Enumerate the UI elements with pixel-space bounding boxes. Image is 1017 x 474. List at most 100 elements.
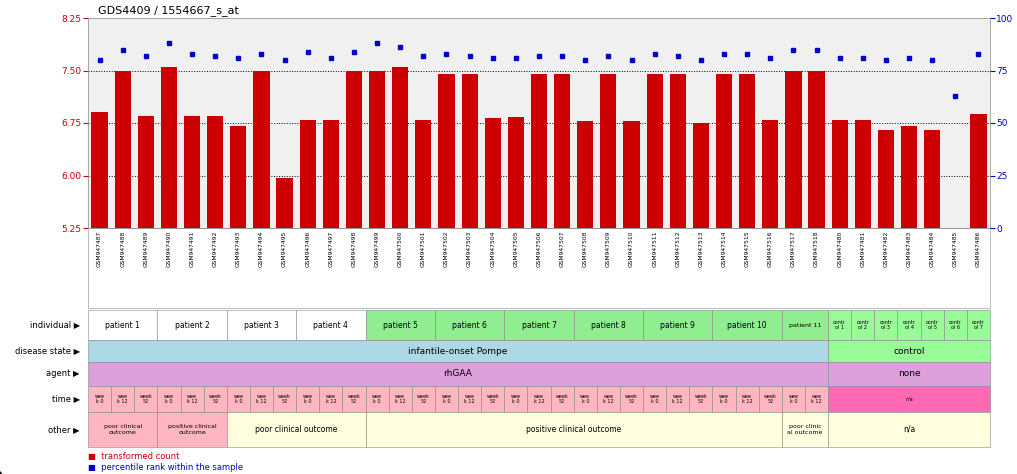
Bar bbox=[739, 74, 756, 228]
Text: time ▶: time ▶ bbox=[52, 394, 80, 403]
Text: wee
k 0: wee k 0 bbox=[441, 394, 452, 404]
Text: GSM947509: GSM947509 bbox=[606, 230, 611, 267]
Bar bbox=[531, 74, 547, 228]
Text: wee
k 0: wee k 0 bbox=[164, 394, 174, 404]
Bar bbox=[947, 228, 963, 231]
Text: patient 6: patient 6 bbox=[453, 320, 487, 329]
Text: wee
k 0: wee k 0 bbox=[719, 394, 729, 404]
Text: wee
k 0: wee k 0 bbox=[372, 394, 382, 404]
Text: wee
k 0: wee k 0 bbox=[581, 394, 590, 404]
Text: week
52: week 52 bbox=[208, 394, 222, 404]
Text: patient 9: patient 9 bbox=[660, 320, 696, 329]
Text: individual ▶: individual ▶ bbox=[29, 320, 80, 329]
Text: GSM947498: GSM947498 bbox=[352, 230, 357, 266]
Text: GSM947485: GSM947485 bbox=[953, 230, 958, 267]
Text: agent ▶: agent ▶ bbox=[47, 370, 80, 379]
Bar bbox=[600, 74, 616, 228]
Text: GSM947482: GSM947482 bbox=[884, 230, 889, 267]
Bar bbox=[901, 127, 917, 228]
Text: week
52: week 52 bbox=[695, 394, 708, 404]
Text: poor clinical outcome: poor clinical outcome bbox=[255, 425, 338, 434]
Bar bbox=[693, 123, 709, 228]
Text: patient 7: patient 7 bbox=[522, 320, 556, 329]
Text: disease state ▶: disease state ▶ bbox=[15, 346, 80, 356]
Text: GSM947508: GSM947508 bbox=[583, 230, 588, 267]
Text: wee
k 0: wee k 0 bbox=[511, 394, 521, 404]
Text: GSM947486: GSM947486 bbox=[976, 230, 981, 266]
Bar bbox=[809, 71, 825, 228]
Text: GSM947503: GSM947503 bbox=[467, 230, 472, 267]
Bar bbox=[669, 74, 685, 228]
Bar bbox=[161, 67, 177, 228]
Text: wee
k 12: wee k 12 bbox=[812, 394, 822, 404]
Bar bbox=[115, 71, 131, 228]
Text: GSM947502: GSM947502 bbox=[444, 230, 448, 267]
Text: patient 3: patient 3 bbox=[244, 320, 279, 329]
Bar bbox=[924, 130, 941, 228]
Text: patient 10: patient 10 bbox=[727, 320, 767, 329]
Text: GSM947489: GSM947489 bbox=[143, 230, 148, 266]
Text: wee
k 12: wee k 12 bbox=[534, 394, 544, 404]
Text: wee
k 12: wee k 12 bbox=[325, 394, 337, 404]
Text: wee
k 12: wee k 12 bbox=[117, 394, 128, 404]
Text: poor clinic
al outcome: poor clinic al outcome bbox=[787, 424, 823, 435]
Text: poor clinical
outcome: poor clinical outcome bbox=[104, 424, 141, 435]
Text: GSM947487: GSM947487 bbox=[97, 230, 102, 267]
Text: wee
k 12: wee k 12 bbox=[603, 394, 613, 404]
Text: contr
ol 5: contr ol 5 bbox=[925, 320, 939, 330]
Text: infantile-onset Pompe: infantile-onset Pompe bbox=[409, 346, 507, 356]
Bar bbox=[854, 119, 871, 228]
Bar bbox=[393, 67, 409, 228]
Text: GSM947504: GSM947504 bbox=[490, 230, 495, 267]
Text: patient 5: patient 5 bbox=[382, 320, 418, 329]
Text: other ▶: other ▶ bbox=[49, 425, 80, 434]
Text: GSM947500: GSM947500 bbox=[398, 230, 403, 267]
Text: GSM947481: GSM947481 bbox=[860, 230, 865, 267]
Text: wee
k 12: wee k 12 bbox=[741, 394, 753, 404]
Text: week
52: week 52 bbox=[417, 394, 430, 404]
Text: ■  percentile rank within the sample: ■ percentile rank within the sample bbox=[88, 464, 243, 473]
Bar bbox=[578, 121, 593, 228]
Text: GSM947488: GSM947488 bbox=[120, 230, 125, 266]
Text: week
52: week 52 bbox=[764, 394, 777, 404]
Bar bbox=[369, 71, 385, 228]
Text: GSM947495: GSM947495 bbox=[282, 230, 287, 267]
Text: contr
ol 6: contr ol 6 bbox=[949, 320, 962, 330]
Text: rhGAA: rhGAA bbox=[443, 370, 473, 379]
Bar bbox=[485, 118, 500, 228]
Bar bbox=[970, 114, 986, 228]
Text: wee
k 12: wee k 12 bbox=[187, 394, 197, 404]
Text: wee
k 12: wee k 12 bbox=[465, 394, 475, 404]
Text: contr
ol 1: contr ol 1 bbox=[833, 320, 846, 330]
Text: GSM947506: GSM947506 bbox=[537, 230, 541, 267]
Text: patient 8: patient 8 bbox=[591, 320, 625, 329]
Text: week
52: week 52 bbox=[348, 394, 360, 404]
Bar bbox=[184, 116, 200, 228]
Bar bbox=[623, 121, 640, 228]
Bar bbox=[647, 74, 663, 228]
Bar bbox=[785, 71, 801, 228]
Text: wee
k 0: wee k 0 bbox=[303, 394, 312, 404]
Bar bbox=[346, 71, 362, 228]
Bar bbox=[230, 127, 246, 228]
Text: GSM947480: GSM947480 bbox=[837, 230, 842, 266]
Text: positive clinical outcome: positive clinical outcome bbox=[526, 425, 621, 434]
Text: GSM947499: GSM947499 bbox=[374, 230, 379, 266]
Text: GSM947516: GSM947516 bbox=[768, 230, 773, 267]
Text: contr
ol 3: contr ol 3 bbox=[880, 320, 892, 330]
Text: GSM947510: GSM947510 bbox=[629, 230, 634, 267]
Bar bbox=[415, 119, 431, 228]
Bar bbox=[207, 116, 224, 228]
Text: GSM947490: GSM947490 bbox=[167, 230, 172, 266]
Text: patient 1: patient 1 bbox=[106, 320, 140, 329]
Bar bbox=[716, 74, 732, 228]
Text: wee
k 0: wee k 0 bbox=[650, 394, 660, 404]
Text: wee
k 12: wee k 12 bbox=[395, 394, 406, 404]
Text: positive clinical
outcome: positive clinical outcome bbox=[168, 424, 217, 435]
Text: GSM947496: GSM947496 bbox=[305, 230, 310, 266]
Text: GSM947497: GSM947497 bbox=[328, 230, 334, 267]
Text: GSM947505: GSM947505 bbox=[514, 230, 519, 267]
Text: contr
ol 4: contr ol 4 bbox=[903, 320, 915, 330]
Bar bbox=[253, 71, 270, 228]
Text: wee
k 12: wee k 12 bbox=[256, 394, 266, 404]
